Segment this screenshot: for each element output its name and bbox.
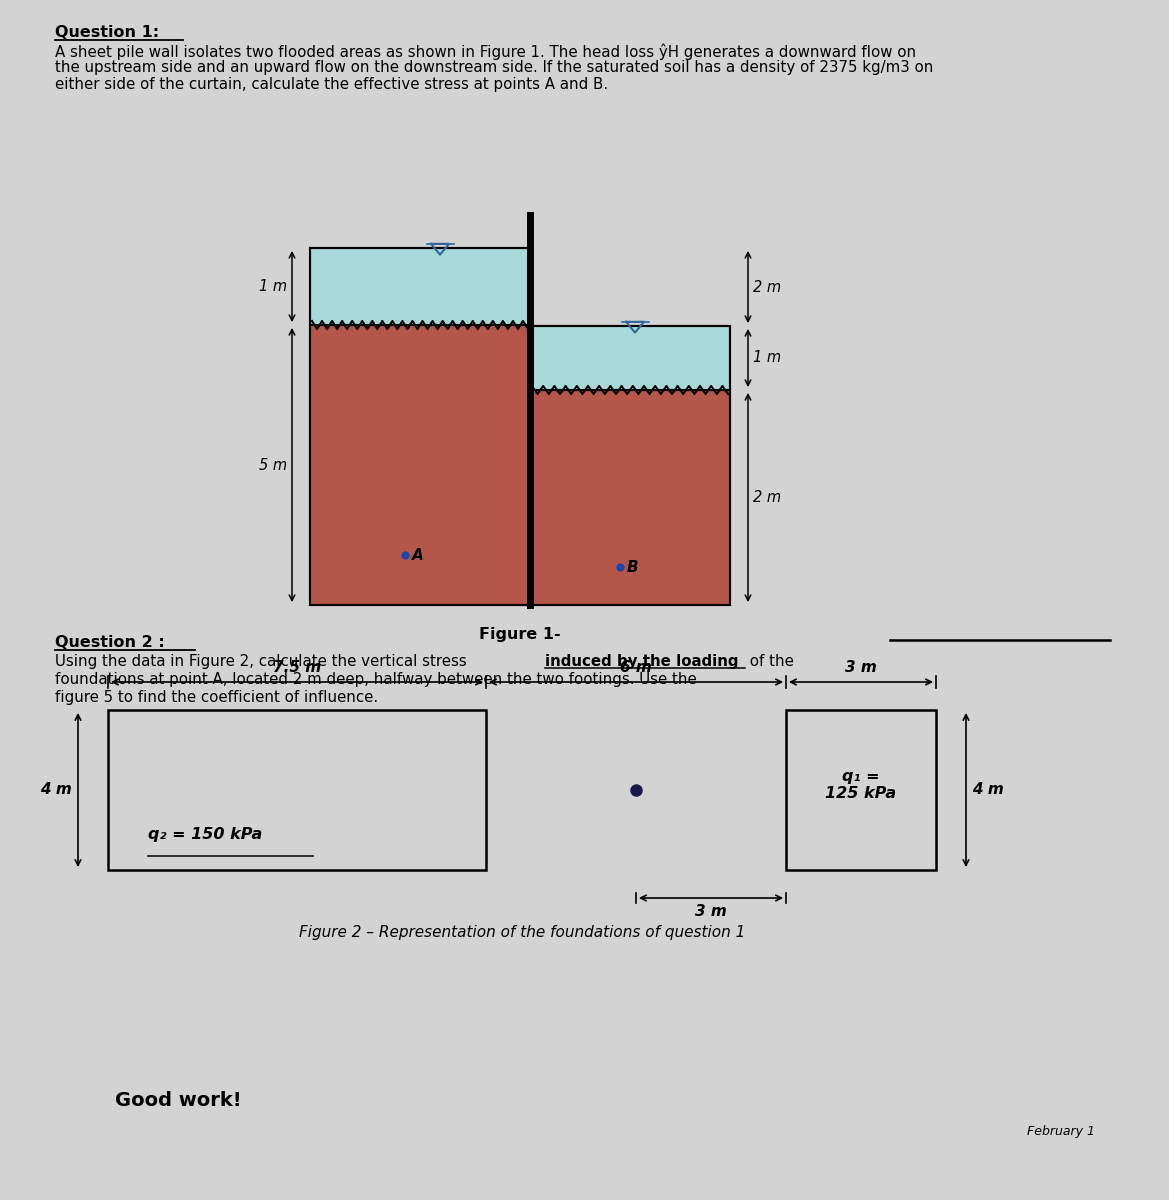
Text: 5 m: 5 m: [258, 457, 288, 473]
Text: q₁ =
125 kPa: q₁ = 125 kPa: [825, 769, 897, 802]
Text: 1 m: 1 m: [753, 350, 781, 366]
Bar: [310, 248, 530, 325]
Text: 7.5 m: 7.5 m: [272, 660, 321, 674]
Text: of the: of the: [745, 654, 794, 670]
Text: Good work!: Good work!: [115, 1091, 242, 1110]
Bar: [310, 248, 530, 605]
Bar: [108, 710, 486, 870]
Text: Figure 1-: Figure 1-: [479, 626, 561, 642]
Text: B: B: [627, 559, 638, 575]
Text: Using the data in Figure 2, calculate the vertical stress: Using the data in Figure 2, calculate th…: [55, 654, 471, 670]
Bar: [530, 390, 729, 605]
Text: 1 m: 1 m: [258, 278, 288, 294]
Text: 3 m: 3 m: [845, 660, 877, 674]
Bar: [530, 326, 729, 390]
Bar: [310, 325, 530, 605]
Text: A sheet pile wall isolates two flooded areas as shown in Figure 1. The head loss: A sheet pile wall isolates two flooded a…: [55, 43, 916, 60]
Text: A: A: [411, 547, 423, 563]
Text: foundations at point A, located 2 m deep, halfway between the two footings. Use : foundations at point A, located 2 m deep…: [55, 672, 697, 686]
Text: 4 m: 4 m: [971, 782, 1004, 798]
Text: the upstream side and an upward flow on the downstream side. If the saturated so: the upstream side and an upward flow on …: [55, 60, 933, 74]
Bar: [786, 710, 936, 870]
Text: Figure 2 – Representation of the foundations of question 1: Figure 2 – Representation of the foundat…: [299, 925, 745, 940]
Bar: [530, 326, 729, 605]
Text: 2 m: 2 m: [753, 490, 781, 505]
Text: 2 m: 2 m: [753, 280, 781, 294]
Text: q₂ = 150 kPa: q₂ = 150 kPa: [148, 827, 262, 842]
Text: 3 m: 3 m: [696, 904, 727, 919]
Text: 6 m: 6 m: [620, 660, 652, 674]
Text: either side of the curtain, calculate the effective stress at points A and B.: either side of the curtain, calculate th…: [55, 77, 608, 92]
Text: February 1: February 1: [1028, 1126, 1095, 1138]
Text: induced by the loading: induced by the loading: [545, 654, 739, 670]
Text: Question 2 :: Question 2 :: [55, 635, 165, 650]
Text: figure 5 to find the coefficient of influence.: figure 5 to find the coefficient of infl…: [55, 690, 378, 704]
Text: 4 m: 4 m: [40, 782, 72, 798]
Text: Question 1:: Question 1:: [55, 25, 159, 40]
